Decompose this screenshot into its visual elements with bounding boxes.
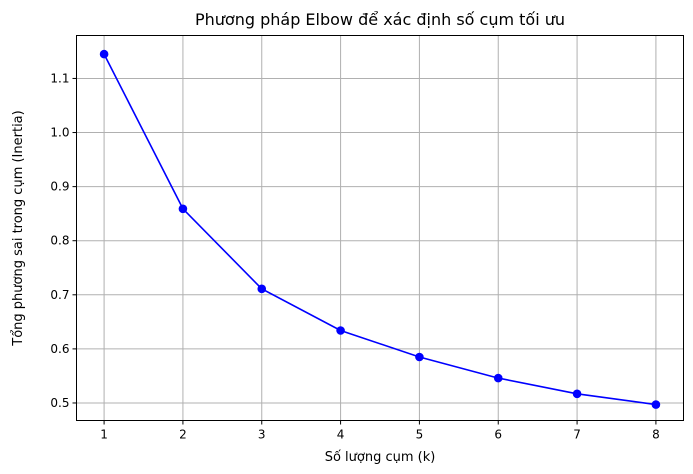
x-tick-label: 1 xyxy=(100,428,108,442)
data-point xyxy=(257,284,267,294)
y-tick-label: 1.0 xyxy=(50,126,69,140)
data-point xyxy=(493,373,503,383)
grid xyxy=(76,35,684,421)
y-tick-label: 0.8 xyxy=(50,234,69,248)
x-tick-label: 4 xyxy=(337,428,345,442)
axis-ticks: 1 2 3 4 5 6 7 8 0.5 0.6 0.7 0.8 0.9 1.0 1.1 xyxy=(50,71,659,441)
x-tick-label: 6 xyxy=(494,428,502,442)
x-tick-label: 2 xyxy=(179,428,187,442)
series-group xyxy=(99,49,661,409)
x-tick-label: 7 xyxy=(573,428,581,442)
series-line xyxy=(103,53,657,406)
y-axis-label: Tổng phương sai trong cụm (Inertia) xyxy=(11,110,26,346)
x-tick-label: 5 xyxy=(416,428,424,442)
data-point xyxy=(572,389,582,399)
data-point xyxy=(415,352,424,362)
x-tick-label: 8 xyxy=(652,428,660,442)
y-tick-label: 0.5 xyxy=(50,396,69,410)
x-tick-label: 3 xyxy=(258,428,266,442)
data-point xyxy=(178,204,188,214)
chart-title: Phương pháp Elbow để xác định số cụm tối… xyxy=(195,10,565,29)
data-point xyxy=(651,400,661,409)
data-point xyxy=(99,49,109,59)
plot-frame xyxy=(76,35,684,421)
data-point xyxy=(336,326,345,335)
y-tick-label: 0.9 xyxy=(50,180,69,194)
y-tick-label: 0.6 xyxy=(50,342,69,356)
y-tick-label: 0.7 xyxy=(50,288,69,302)
y-tick-label: 1.1 xyxy=(50,71,69,85)
x-axis-label: Số lượng cụm (k) xyxy=(325,450,436,465)
